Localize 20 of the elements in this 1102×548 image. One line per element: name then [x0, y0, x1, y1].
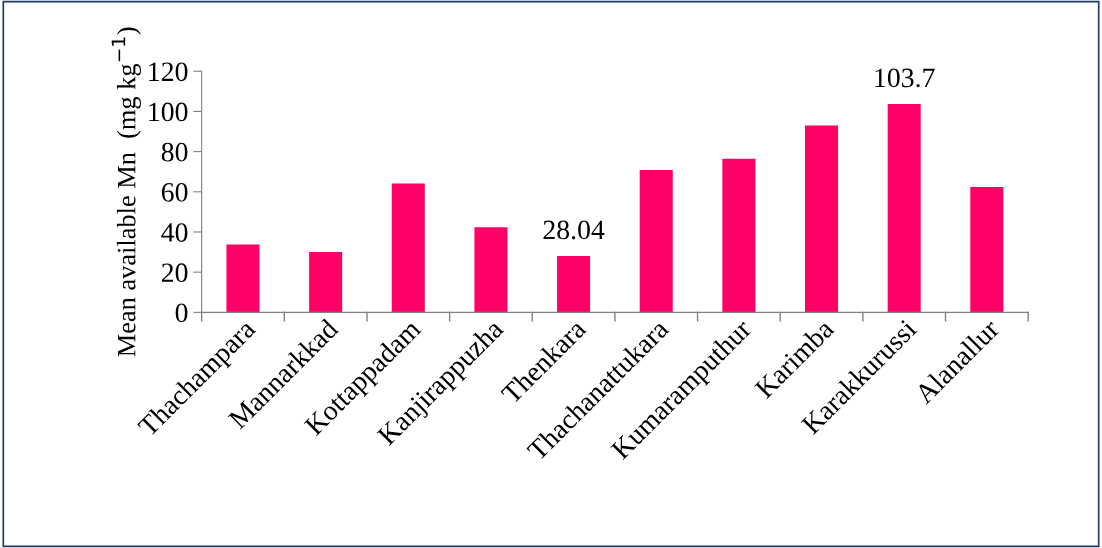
y-tick-label: 0 [175, 303, 188, 323]
bar [970, 186, 1004, 313]
bar [557, 256, 591, 313]
bar [391, 183, 425, 313]
bar [474, 227, 508, 313]
bar [805, 125, 839, 313]
y-tick-label: 80 [161, 142, 188, 162]
y-tick-label: 100 [149, 102, 188, 122]
bar [309, 252, 343, 313]
bar [639, 170, 673, 313]
bar [226, 244, 260, 313]
y-tick-label: 40 [161, 223, 188, 242]
y-axis-title: Mean available Mn (mg kg$^{−1}$) [111, 27, 141, 357]
y-tick-label: 20 [161, 263, 188, 283]
y-tick-label: 60 [161, 182, 188, 202]
y-tick-label: 120 [149, 62, 188, 82]
data-label: 28.04 [543, 220, 605, 240]
data-label: 103.7 [875, 68, 935, 88]
bar [887, 103, 921, 313]
bar [722, 158, 756, 313]
